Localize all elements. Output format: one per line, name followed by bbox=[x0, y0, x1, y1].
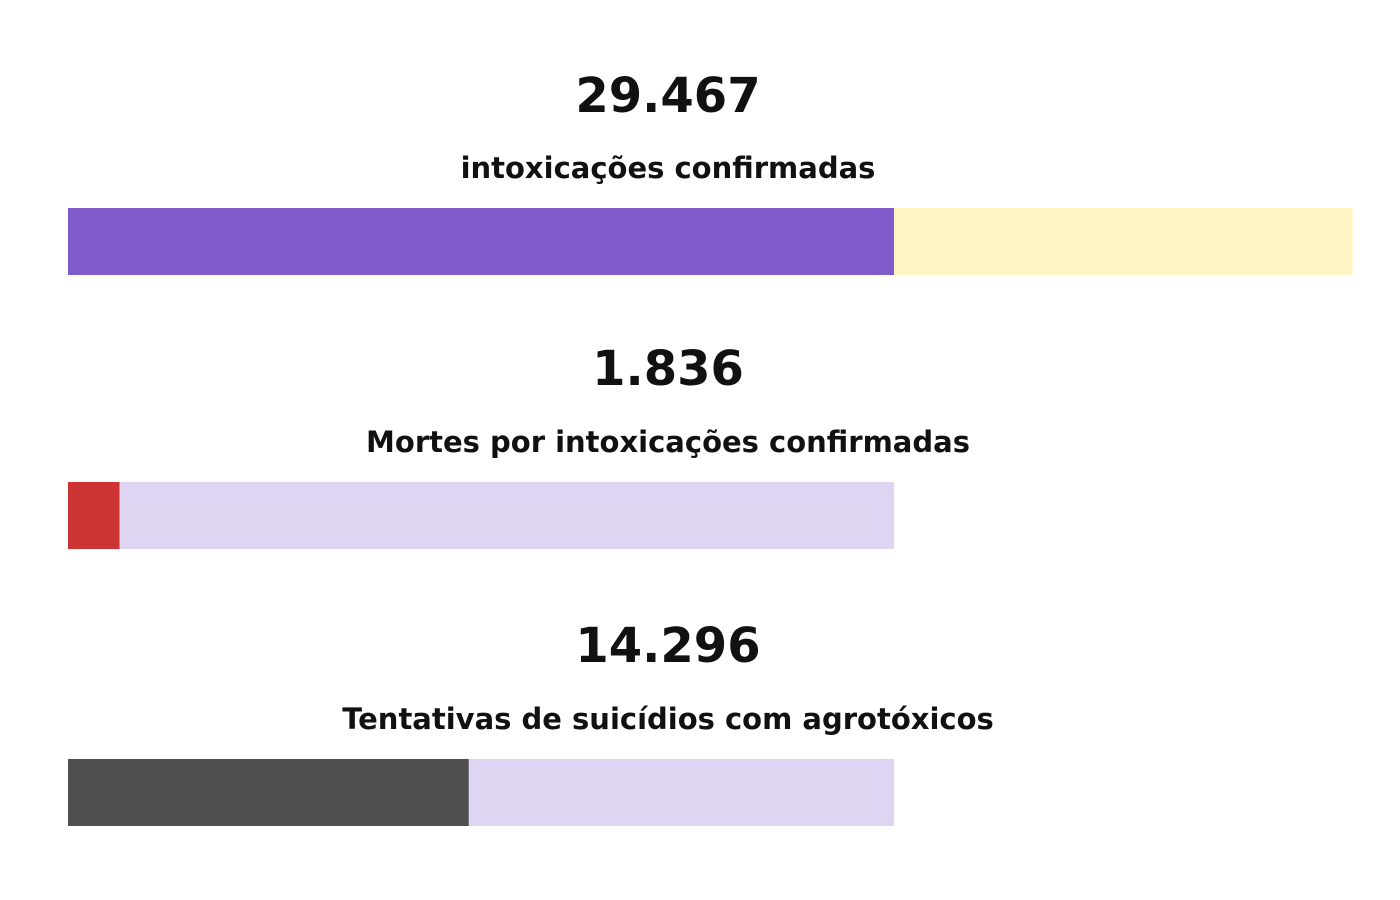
bar-fill-intoxications bbox=[68, 208, 894, 275]
stat-row-deaths: 1.836 Mortes por intoxicações confirmada… bbox=[68, 341, 970, 549]
value-label-intoxications: 29.467 bbox=[575, 68, 760, 124]
value-label-suicide-attempts: 14.296 bbox=[575, 618, 760, 674]
value-label-deaths: 1.836 bbox=[592, 341, 744, 397]
category-label-intoxications: intoxicações confirmadas bbox=[461, 151, 876, 185]
stat-row-intoxications: 29.467 intoxicações confirmadas bbox=[68, 68, 1353, 275]
category-label-deaths: Mortes por intoxicações confirmadas bbox=[366, 425, 970, 459]
bar-fill-deaths bbox=[68, 482, 120, 549]
bar-track-deaths bbox=[68, 482, 894, 549]
stat-row-suicide-attempts: 14.296 Tentativas de suicídios com agrot… bbox=[68, 618, 994, 826]
bar-fill-suicide-attempts bbox=[68, 759, 469, 826]
category-label-suicide-attempts: Tentativas de suicídios com agrotóxicos bbox=[342, 702, 994, 736]
